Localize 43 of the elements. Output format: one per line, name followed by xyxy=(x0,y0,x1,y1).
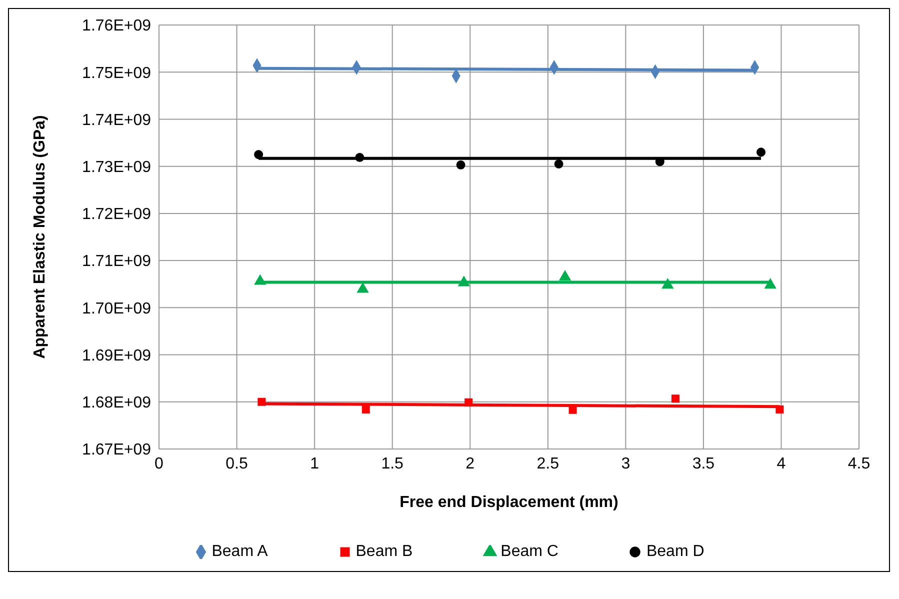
point xyxy=(458,276,470,286)
point xyxy=(356,282,369,293)
y-tick-label: 1.67E+09 xyxy=(82,442,152,459)
legend-label: Beam D xyxy=(646,543,704,561)
y-tick-label: 1.75E+09 xyxy=(82,64,152,82)
y-tick-label: 1.74E+09 xyxy=(82,112,152,129)
point xyxy=(456,160,466,170)
point xyxy=(554,159,564,168)
x-axis-title: Free end Displacement (mm) xyxy=(400,494,618,511)
point xyxy=(671,394,680,403)
point xyxy=(254,274,266,285)
y-axis-title: Apparent Elastic Modulus (GPa) xyxy=(32,115,49,359)
legend-label: Beam C xyxy=(500,543,558,561)
legend-label: Beam A xyxy=(212,543,268,561)
legend-label: Beam B xyxy=(356,543,413,561)
x-tick-label: 1 xyxy=(310,455,320,472)
x-tick-label: 0.5 xyxy=(226,455,248,472)
point xyxy=(756,148,766,157)
x-tick-label: 3.5 xyxy=(692,455,715,472)
x-tick-label: 3 xyxy=(621,455,630,472)
y-tick-label: 1.73E+09 xyxy=(82,159,152,176)
point xyxy=(776,405,784,414)
x-tick-label: 4.5 xyxy=(848,455,870,472)
x-tick-label: 2 xyxy=(466,455,475,472)
x-tick-label: 1.5 xyxy=(381,455,404,472)
point xyxy=(355,152,364,162)
y-tick-label: 1.70E+09 xyxy=(82,300,152,318)
point xyxy=(362,405,370,414)
y-tick-label: 1.69E+09 xyxy=(82,347,152,364)
y-tick-label: 1.76E+09 xyxy=(82,18,152,35)
y-tick-label: 1.72E+09 xyxy=(82,206,152,224)
point xyxy=(464,398,473,406)
point xyxy=(258,398,266,406)
y-tick-label: 1.68E+09 xyxy=(82,394,152,412)
point xyxy=(558,270,572,281)
x-tick-label: 2.5 xyxy=(536,455,560,472)
x-tick-label: 4 xyxy=(776,455,786,472)
point xyxy=(764,278,776,289)
point xyxy=(662,278,674,289)
x-tick-label: 0 xyxy=(154,455,164,472)
y-tick-label: 1.71E+09 xyxy=(82,253,152,270)
point xyxy=(568,406,577,414)
point xyxy=(254,150,264,160)
